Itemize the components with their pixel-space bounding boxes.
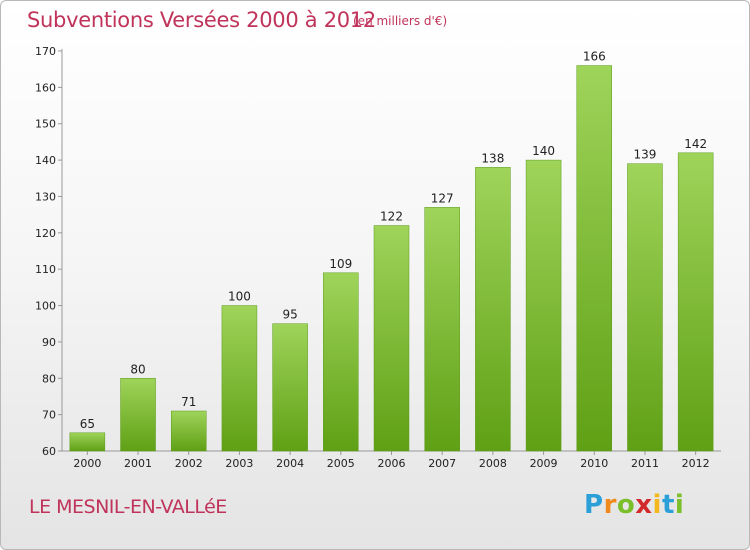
value-labels: 65 80 71 100 95 109 122 127 138 140 166 139 142: [80, 50, 707, 431]
bar: [576, 65, 613, 452]
x-tick-label: 2003: [225, 457, 253, 470]
bar-value-label: 100: [228, 290, 251, 304]
y-tick-label: 110: [35, 263, 56, 276]
axes: 60 70 80 90 100 110 120 130 140 150 160 170 2000 2001…: [35, 45, 721, 470]
bar: [170, 410, 207, 452]
x-tick-label: 2007: [428, 457, 456, 470]
bar: [323, 272, 359, 452]
y-tick-label: 130: [35, 190, 56, 203]
bar: [373, 225, 410, 452]
bar: [677, 152, 714, 452]
bar-value-label: 71: [181, 395, 196, 409]
x-tick-label: 2011: [631, 457, 659, 470]
x-tick-label: 2010: [580, 457, 608, 470]
bar-value-label: 122: [380, 210, 403, 224]
logo-letter: r: [603, 490, 617, 520]
bar-value-label: 166: [583, 50, 606, 64]
y-tick-label: 160: [35, 81, 56, 94]
y-tick-label: 80: [42, 372, 56, 385]
bar: [424, 207, 460, 452]
bar: [221, 305, 258, 452]
bar-value-label: 80: [130, 362, 145, 376]
y-tick-label: 120: [35, 227, 56, 240]
y-tick-label: 150: [35, 118, 56, 131]
bar-value-label: 127: [431, 191, 454, 205]
logo-letter: x: [635, 490, 653, 520]
x-tick-label: 2012: [682, 457, 710, 470]
bars: [69, 65, 714, 452]
bar: [475, 167, 511, 452]
y-tick-label: 140: [35, 154, 56, 167]
logo-letter: P: [584, 490, 604, 520]
bar-value-label: 142: [684, 137, 707, 151]
y-tick-label: 100: [35, 300, 56, 313]
x-tick-label: 2008: [479, 457, 507, 470]
y-tick-label: 170: [35, 45, 56, 58]
bar-value-label: 95: [282, 308, 297, 322]
x-tick-label: 2002: [175, 457, 203, 470]
bar-value-label: 109: [329, 257, 352, 271]
bar: [525, 159, 562, 452]
bar: [120, 378, 156, 452]
x-tick-label: 2004: [276, 457, 304, 470]
bar: [627, 163, 663, 452]
bar-value-label: 140: [532, 144, 555, 158]
bar-value-label: 65: [80, 417, 95, 431]
logo-letter: i: [652, 490, 662, 520]
logo-letter: o: [616, 490, 636, 520]
chart-title: Subventions Versées 2000 à 2012: [27, 8, 376, 32]
logo-letter: t: [661, 490, 675, 520]
x-tick-label: 2000: [73, 457, 101, 470]
bar: [272, 323, 308, 452]
x-tick-label: 2006: [378, 457, 406, 470]
y-tick-label: 70: [42, 409, 56, 422]
proxiti-logo: Proxiti: [584, 490, 684, 520]
x-tick-label: 2009: [530, 457, 558, 470]
bar-value-label: 139: [634, 148, 657, 162]
y-tick-label: 90: [42, 336, 56, 349]
logo-letter: i: [674, 490, 685, 520]
commune-name: LE MESNIL-EN-VALLéE: [29, 496, 227, 518]
x-tick-label: 2001: [124, 457, 152, 470]
x-tick-label: 2005: [327, 457, 355, 470]
y-tick-label: 60: [42, 445, 56, 458]
bar-value-label: 138: [481, 151, 504, 165]
chart-subtitle: (en milliers d'€): [353, 14, 448, 28]
bar: [69, 432, 106, 452]
